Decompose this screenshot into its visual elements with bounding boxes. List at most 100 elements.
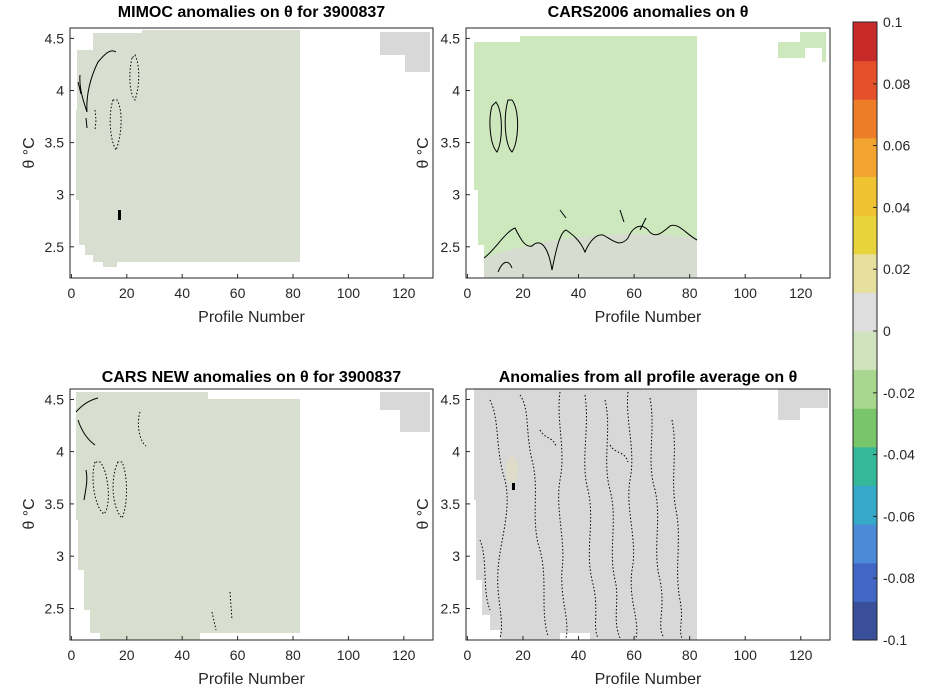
colorbar-segment [853, 601, 877, 641]
x-ticks-cars2006 [466, 274, 802, 278]
panel-title: CARS2006 anomalies on θ [548, 4, 749, 21]
contour-blob-all-profile [512, 483, 515, 490]
y-tick-label: 2.5 [45, 601, 65, 617]
panel-mimoc: 0 20 40 60 80 100 120 2.5 3 3.5 4 4.5 Pr… [21, 4, 434, 326]
colorbar-segment [853, 22, 877, 62]
data-region-cars2006-right [778, 32, 826, 62]
panel-title: Anomalies from all profile average on θ [499, 369, 798, 386]
heatmap-field-cars-new [75, 392, 430, 640]
colorbar-segment [853, 369, 877, 409]
colorbar-segment [853, 408, 877, 448]
x-tick-label: 60 [626, 285, 642, 301]
axes-box-cars-new [69, 388, 434, 641]
y-tick-label: 3 [452, 548, 460, 564]
contour-dotted-all-profile [479, 391, 683, 639]
colorbar-tick-label: 0.04 [883, 199, 910, 215]
data-region-all-profile [474, 389, 697, 640]
colorbar-segment [853, 99, 877, 139]
contour-solid-cars2006 [483, 99, 698, 271]
y-ticks-all-profile [466, 399, 470, 609]
data-region-cars-new [76, 392, 300, 640]
y-axis-label: θ °C [415, 137, 432, 168]
x-tick-label: 80 [682, 285, 698, 301]
y-axis-label: θ °C [415, 498, 432, 529]
y-tick-label: 4.5 [45, 392, 65, 408]
colorbar-segment [853, 215, 877, 255]
colorbar-segments [853, 22, 877, 641]
panel-cars-new: 0 20 40 60 80 100 120 2.5 3 3.5 4 4.5 Pr… [21, 369, 434, 688]
gap-cars-new [380, 410, 400, 432]
heatmap-field-mimoc [76, 30, 430, 267]
colorbar-segment [853, 137, 877, 178]
y-ticks-mimoc [70, 37, 74, 248]
x-tick-label: 100 [337, 285, 361, 301]
x-tick-label: 60 [626, 647, 642, 663]
colorbar-tick-label: -0.06 [883, 508, 915, 524]
panel-title: CARS NEW anomalies on θ for 3900837 [102, 369, 402, 386]
y-tick-label: 2.5 [45, 239, 65, 255]
x-axis-label: Profile Number [595, 671, 702, 688]
y-tick-label: 3.5 [441, 496, 461, 512]
colorbar-tick-label: -0.1 [883, 632, 907, 648]
x-tick-label: 60 [230, 285, 246, 301]
x-tick-label: 80 [285, 647, 301, 663]
y-tick-label: 3.5 [45, 135, 65, 151]
x-axis-label: Profile Number [198, 309, 305, 326]
x-tick-label: 120 [392, 285, 416, 301]
x-tick-label: 20 [515, 285, 531, 301]
colorbar-tick-label: 0.02 [883, 261, 910, 277]
panel-cars2006: 0 20 40 60 80 100 120 2.5 3 3.5 4 4.5 Pr… [415, 4, 831, 326]
y-tick-label: 2.5 [441, 601, 461, 617]
x-axis-label: Profile Number [595, 309, 702, 326]
x-axis-label: Profile Number [198, 671, 305, 688]
x-ticks-cars-new [70, 636, 405, 640]
y-tick-label: 4.5 [45, 30, 65, 46]
colorbar-tick-label: -0.08 [883, 570, 915, 586]
axes-box-all-profile [465, 388, 831, 641]
x-tick-label: 0 [464, 647, 472, 663]
y-tick-label: 3.5 [441, 135, 461, 151]
data-region-cars2006 [474, 36, 697, 278]
x-tick-label: 20 [119, 647, 135, 663]
colorbar-segment [853, 331, 877, 371]
colorbar-ticks [873, 21, 877, 641]
colorbar-tick-label: 0.08 [883, 76, 910, 92]
x-ticks-mimoc [70, 274, 405, 278]
y-tick-label: 2.5 [441, 239, 461, 255]
x-tick-label: 120 [392, 647, 416, 663]
x-tick-label: 20 [515, 647, 531, 663]
x-tick-label: 40 [571, 647, 587, 663]
x-tick-label: 0 [464, 285, 472, 301]
x-tick-label: 120 [789, 647, 813, 663]
gap-mimoc [380, 55, 405, 72]
contour-solid-mimoc [77, 50, 117, 129]
heatmap-field-all-profile [474, 389, 828, 640]
y-tick-label: 3 [452, 187, 460, 203]
x-tick-label: 0 [68, 285, 76, 301]
colorbar-segment [853, 485, 877, 525]
x-tick-label: 100 [734, 647, 758, 663]
contour-blob-mimoc [118, 210, 121, 220]
lower-band-cars2006 [484, 233, 697, 278]
y-tick-label: 4 [56, 444, 64, 460]
colorbar-segment [853, 176, 877, 216]
x-tick-label: 100 [337, 647, 361, 663]
x-tick-label: 0 [68, 647, 76, 663]
colorbar-segment [853, 562, 877, 602]
axes-box-cars2006 [465, 27, 831, 279]
colorbar-tick-label: 0 [883, 323, 891, 339]
panel-title: MIMOC anomalies on θ for 3900837 [118, 4, 386, 21]
y-tick-label: 3.5 [45, 496, 65, 512]
x-tick-label: 100 [734, 285, 758, 301]
y-ticks-cars2006 [466, 37, 470, 248]
y-ticks-cars-new [70, 399, 74, 609]
colorbar-tick-label: -0.02 [883, 385, 915, 401]
colorbar-tick-label: 0.1 [883, 14, 903, 30]
colorbar-tick-label: -0.04 [883, 447, 915, 463]
y-tick-label: 3 [56, 548, 64, 564]
colorbar: 0.1 0.08 0.06 0.04 0.02 0 -0.02 -0.04 -0… [852, 14, 915, 648]
colorbar-segment [853, 446, 877, 487]
contour-solid-cars-new [75, 397, 99, 501]
colorbar-segment [853, 60, 877, 100]
